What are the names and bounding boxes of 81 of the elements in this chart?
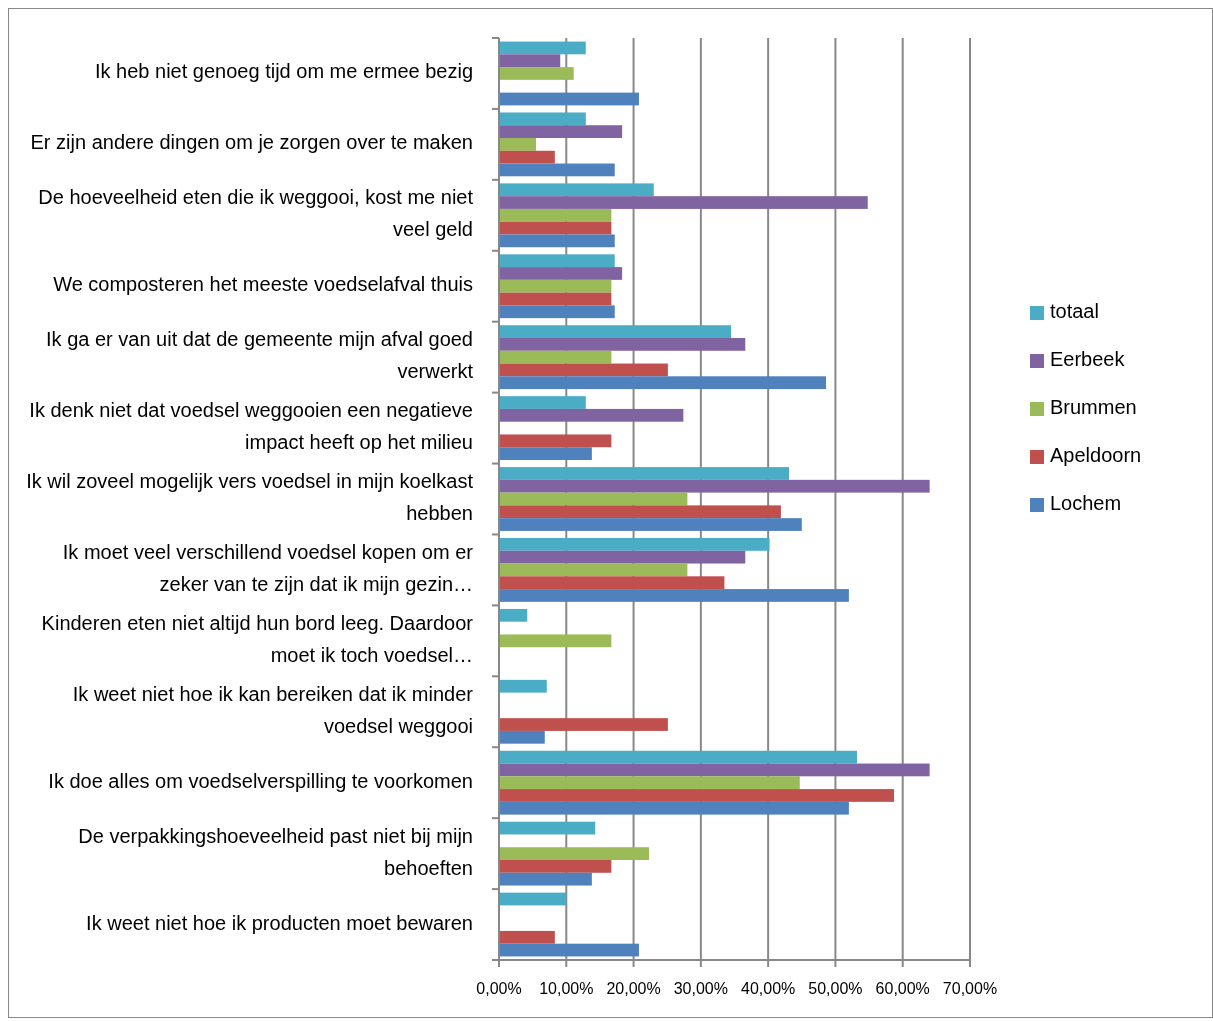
bar: [499, 350, 612, 364]
bar: [499, 576, 725, 590]
bar: [499, 125, 623, 138]
y-tick-label: Ik wil zoveel mogelijk vers voedsel in mijn koelkast hebben: [26, 470, 474, 525]
bar: [499, 789, 894, 802]
bar: [499, 292, 612, 306]
x-tick-label: 10,00%: [539, 980, 594, 997]
bar: [499, 363, 668, 377]
bar: [499, 718, 668, 731]
bar: [499, 183, 654, 197]
y-tick-label: We composteren het meeste voedselafval thuis: [53, 273, 473, 296]
y-tick-label: Ik moet veel verschillend voedsel kopen om er zeker van te zijn dat ik mijn gezin…: [62, 541, 474, 596]
bar: [499, 234, 615, 248]
bar: [499, 54, 561, 68]
bar: [499, 872, 592, 886]
bar: [499, 467, 789, 480]
x-tick-label: 40,00%: [741, 980, 796, 997]
bar: [499, 41, 586, 55]
y-tick-label: Ik weet niet hoe ik producten moet bewaren: [86, 911, 473, 934]
bar: [499, 267, 623, 280]
bar: [499, 608, 528, 622]
legend-label: Lochem: [1050, 492, 1122, 515]
y-tick-label: Ik denk niet dat voedsel weggooien een negatieve impact heeft op het milieu: [29, 399, 473, 454]
bar: [499, 254, 615, 268]
bar: [499, 279, 612, 293]
bar: [499, 847, 650, 860]
bar: [499, 163, 615, 177]
legend-label: Eerbeek: [1050, 348, 1126, 371]
bar: [499, 730, 545, 744]
legend-label: totaal: [1050, 300, 1099, 323]
y-tick-label: Ik ga er van uit dat de gemeente mijn afval goed verwerkt: [46, 328, 474, 383]
y-tick-label: De verpakkingshoeveelheid past niet bij mijn behoeften: [78, 824, 473, 879]
x-tick-label: 0,00%: [476, 980, 522, 997]
bar: [499, 930, 555, 944]
bar: [499, 150, 555, 164]
bar: [499, 376, 827, 390]
bar: [499, 943, 639, 957]
y-tick-label: De hoeveelheid eten die ik weggooi, kost me niet veel geld: [38, 186, 474, 241]
bar: [499, 196, 868, 209]
y-tick-label: Ik weet niet hoe ik kan bereiken dat ik minder voedsel weggooi: [72, 683, 474, 738]
bar: [499, 208, 612, 222]
y-tick-label: Kinderen eten niet altijd hun bord leeg. Daardoor moet ik toch voedsel…: [41, 612, 474, 667]
bar: [499, 221, 612, 235]
legend-label: Apeldoorn: [1050, 444, 1142, 467]
bar: [499, 396, 586, 409]
bar: [499, 801, 849, 815]
bar: [499, 563, 688, 577]
x-tick-label: 50,00%: [808, 980, 863, 997]
bar: [499, 434, 612, 448]
bar: [499, 67, 574, 80]
y-tick-label: Ik heb niet genoeg tijd om me ermee bezig: [95, 60, 473, 83]
bar: [499, 550, 746, 564]
x-tick-label: 70,00%: [942, 980, 998, 997]
bar: [499, 112, 586, 126]
bar: [499, 538, 770, 551]
x-tick-label: 30,00%: [673, 980, 728, 997]
bar: [499, 821, 596, 835]
bar: [499, 776, 800, 790]
legend-label: Brummen: [1050, 396, 1137, 419]
bar: [499, 408, 684, 422]
bar: [499, 325, 732, 338]
bar: [499, 447, 592, 460]
bar: [499, 305, 615, 319]
bar: [499, 479, 930, 493]
bar: [499, 138, 537, 151]
bar: [499, 589, 849, 602]
bar: [499, 338, 746, 351]
bar: [499, 505, 781, 519]
bar: [499, 92, 639, 106]
y-tick-label: Er zijn andere dingen om je zorgen over te maken: [30, 131, 473, 154]
bar: [499, 634, 612, 648]
y-tick-label: Ik doe alles om voedselverspilling te voorkomen: [48, 769, 473, 792]
bar: [499, 679, 547, 693]
bar: [499, 763, 930, 777]
bar: [499, 492, 688, 506]
bar: [499, 750, 857, 764]
bar: [499, 518, 802, 531]
bar: [499, 860, 612, 873]
x-tick-label: 20,00%: [606, 980, 661, 997]
x-tick-label: 60,00%: [875, 980, 930, 997]
bar: [499, 892, 567, 906]
